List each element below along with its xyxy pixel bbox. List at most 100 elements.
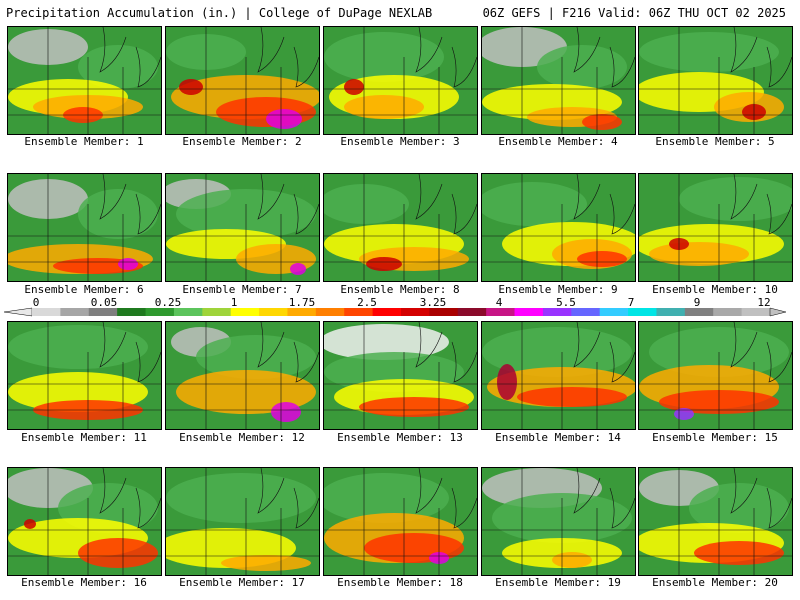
legend-swatch: [457, 308, 487, 316]
precip-map: [166, 27, 319, 134]
legend-arrow-right: [769, 307, 787, 317]
legend-swatch: [230, 308, 260, 316]
legend-tick-label: 7: [628, 296, 635, 309]
ensemble-panel-20: [638, 467, 793, 576]
precip-map: [482, 322, 635, 429]
legend-swatch: [628, 308, 657, 316]
legend-swatch: [542, 308, 572, 316]
precip-map: [324, 468, 477, 575]
run-valid-time: 06Z GEFS | F216 Valid: 06Z THU OCT 02 20…: [482, 6, 786, 20]
legend-swatch: [372, 308, 402, 316]
ensemble-panel-10: [638, 173, 793, 282]
precip-map: [8, 174, 161, 281]
ensemble-panel-16: [7, 467, 162, 576]
ensemble-member-label: Ensemble Member: 6: [24, 283, 144, 296]
ensemble-member-label: Ensemble Member: 5: [655, 135, 775, 148]
ensemble-member-label: Ensemble Member: 4: [498, 135, 618, 148]
ensemble-panel-4: [481, 26, 636, 135]
ensemble-member-label: Ensemble Member: 10: [652, 283, 778, 296]
legend-swatch: [173, 308, 203, 316]
precip-map: [482, 27, 635, 134]
ensemble-member-label: Ensemble Member: 17: [179, 576, 305, 589]
precip-map: [324, 27, 477, 134]
ensemble-panel-17: [165, 467, 320, 576]
precip-map: [8, 322, 161, 429]
legend-swatch: [599, 308, 629, 316]
ensemble-member-label: Ensemble Member: 16: [21, 576, 147, 589]
legend-tick-label: 12: [757, 296, 770, 309]
ensemble-member-label: Ensemble Member: 2: [182, 135, 302, 148]
ensemble-panel-8: [323, 173, 478, 282]
ensemble-panel-19: [481, 467, 636, 576]
legend-swatch: [571, 308, 601, 316]
legend-tick-label: 2.5: [357, 296, 377, 309]
ensemble-member-label: Ensemble Member: 7: [182, 283, 302, 296]
legend-tick-label: 1.75: [289, 296, 316, 309]
legend-tick-label: 9: [694, 296, 701, 309]
legend-swatch: [32, 308, 61, 316]
precip-map: [324, 322, 477, 429]
ensemble-panel-13: [323, 321, 478, 430]
ensemble-panel-9: [481, 173, 636, 282]
legend-tick-label: 0.25: [155, 296, 182, 309]
precip-map: [166, 174, 319, 281]
ensemble-panel-18: [323, 467, 478, 576]
legend-tick-label: 0.05: [91, 296, 118, 309]
precip-map: [8, 468, 161, 575]
precip-map: [8, 27, 161, 134]
ensemble-member-label: Ensemble Member: 8: [340, 283, 460, 296]
legend-tick-label: 1: [231, 296, 238, 309]
ensemble-member-label: Ensemble Member: 18: [337, 576, 463, 589]
ensemble-panel-12: [165, 321, 320, 430]
ensemble-panel-5: [638, 26, 793, 135]
legend-swatch: [741, 308, 771, 316]
legend-swatch: [315, 308, 345, 316]
ensemble-panel-7: [165, 173, 320, 282]
precip-map: [166, 322, 319, 429]
legend-arrow-left: [3, 307, 33, 317]
ensemble-member-label: Ensemble Member: 14: [495, 431, 621, 444]
ensemble-panel-6: [7, 173, 162, 282]
ensemble-member-label: Ensemble Member: 12: [179, 431, 305, 444]
ensemble-member-label: Ensemble Member: 15: [652, 431, 778, 444]
precip-map: [639, 174, 792, 281]
precip-map: [482, 174, 635, 281]
legend-swatch: [713, 308, 743, 316]
legend-tick-label: 0: [33, 296, 40, 309]
legend-swatch: [117, 308, 147, 316]
precip-map: [166, 468, 319, 575]
legend-tick-label: 3.25: [420, 296, 447, 309]
page-title: Precipitation Accumulation (in.) | Colle…: [6, 6, 433, 20]
legend-swatch: [202, 308, 232, 316]
precip-map: [639, 468, 792, 575]
ensemble-member-label: Ensemble Member: 13: [337, 431, 463, 444]
legend-swatch: [145, 308, 175, 316]
legend-swatch: [401, 308, 430, 316]
legend-swatch: [259, 308, 288, 316]
legend-swatch: [486, 308, 516, 316]
ensemble-member-label: Ensemble Member: 1: [24, 135, 144, 148]
legend-swatch: [656, 308, 686, 316]
legend-swatch: [429, 308, 459, 316]
precip-map: [324, 174, 477, 281]
ensemble-member-label: Ensemble Member: 3: [340, 135, 460, 148]
color-scale-legend: 0 0.05 0.25 1 1.75 2.5 3.25 4 5.5 7 9 12: [3, 296, 787, 317]
ensemble-panel-15: [638, 321, 793, 430]
ensemble-panel-1: [7, 26, 162, 135]
ensemble-member-label: Ensemble Member: 19: [495, 576, 621, 589]
legend-swatch: [514, 308, 544, 316]
ensemble-panel-3: [323, 26, 478, 135]
ensemble-member-label: Ensemble Member: 11: [21, 431, 147, 444]
legend-swatch: [287, 308, 317, 316]
ensemble-panel-14: [481, 321, 636, 430]
legend-swatch: [88, 308, 118, 316]
ensemble-panel-2: [165, 26, 320, 135]
ensemble-panel-11: [7, 321, 162, 430]
legend-swatch: [60, 308, 90, 316]
legend-tick-label: 5.5: [556, 296, 576, 309]
legend-swatch: [344, 308, 374, 316]
precip-map: [639, 322, 792, 429]
legend-tick-label: 4: [496, 296, 503, 309]
precip-map: [639, 27, 792, 134]
legend-swatch: [684, 308, 714, 316]
